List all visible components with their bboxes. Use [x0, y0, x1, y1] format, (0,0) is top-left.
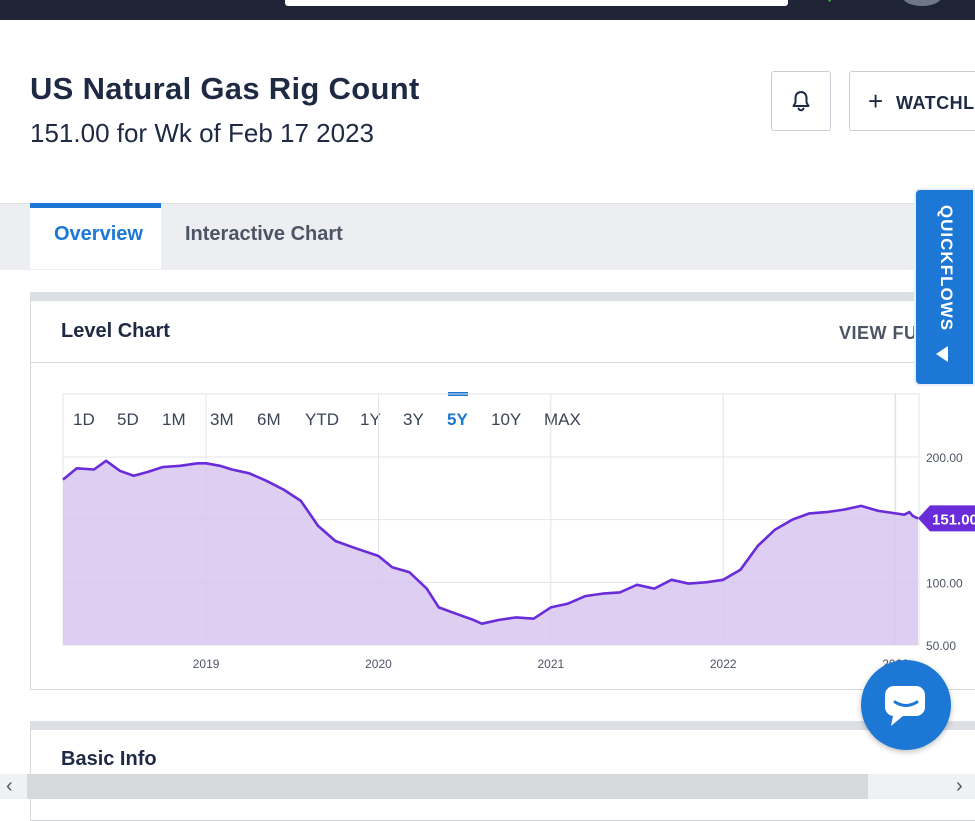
tab-overview[interactable]: Overview: [54, 223, 143, 245]
range-button-ytd[interactable]: YTD: [305, 410, 339, 429]
search-input[interactable]: [285, 0, 788, 6]
alert-button[interactable]: [771, 71, 831, 131]
range-button-3m[interactable]: 3M: [210, 410, 234, 429]
range-button-1y[interactable]: 1Y: [360, 410, 381, 429]
quickflows-label: QUICKFLOWS: [937, 204, 956, 332]
tab-bar: [0, 203, 975, 270]
avatar[interactable]: [902, 0, 942, 6]
plus-icon: +: [868, 86, 884, 116]
bell-icon: [792, 91, 810, 112]
watchlist-label: WATCHLIST: [896, 93, 975, 113]
scrollbar-thumb[interactable]: [27, 774, 868, 799]
tab-interactive-chart[interactable]: Interactive Chart: [185, 223, 343, 245]
active-range-indicator: [448, 392, 468, 396]
basic-info-card: [30, 721, 975, 821]
horizontal-scrollbar[interactable]: ‹ ›: [0, 774, 975, 799]
range-button-max[interactable]: MAX: [544, 410, 581, 429]
level-chart-card: [30, 292, 975, 690]
range-button-1d[interactable]: 1D: [73, 410, 95, 429]
range-button-1m[interactable]: 1M: [162, 410, 186, 429]
add-watchlist-button[interactable]: + WATCHLIST: [849, 71, 975, 131]
chat-icon: [885, 686, 925, 726]
card-divider: [31, 362, 975, 363]
level-chart-title: Level Chart: [61, 320, 170, 342]
range-button-6m[interactable]: 6M: [257, 410, 281, 429]
range-button-3y[interactable]: 3Y: [403, 410, 424, 429]
tab-overview-container[interactable]: [30, 203, 161, 269]
page-title: US Natural Gas Rig Count: [30, 71, 420, 106]
basic-info-title: Basic Info: [61, 748, 157, 770]
range-button-5y[interactable]: 5Y: [447, 410, 468, 429]
collapse-arrow-icon: [936, 346, 948, 362]
chat-button[interactable]: [861, 660, 951, 750]
status-check-icon: ✓: [826, 0, 842, 5]
range-button-10y[interactable]: 10Y: [491, 410, 522, 429]
range-button-5d[interactable]: 5D: [117, 410, 139, 429]
scroll-left-icon[interactable]: ‹: [6, 775, 13, 797]
page-subtitle: 151.00 for Wk of Feb 17 2023: [30, 118, 374, 148]
scroll-right-icon[interactable]: ›: [956, 775, 963, 797]
